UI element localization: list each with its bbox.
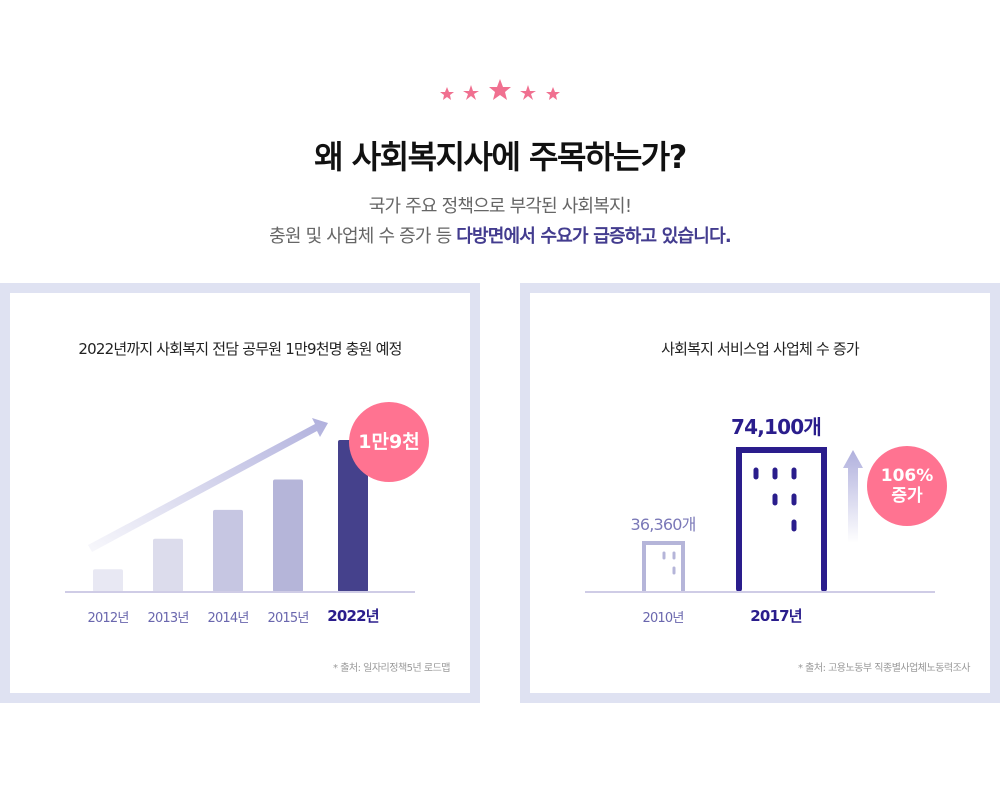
year-label: 2022년 bbox=[327, 607, 379, 625]
large-building-icon bbox=[736, 447, 827, 592]
bar-2 bbox=[213, 509, 243, 592]
year-label: 2015년 bbox=[267, 611, 309, 626]
source-note: * 출처: 고용노동부 직종별사업체노동력조사 bbox=[797, 663, 971, 674]
star-icon bbox=[440, 87, 454, 100]
value-2017: 74,100개 bbox=[731, 415, 822, 439]
page-title: 왜 사회복지사에 주목하는가? bbox=[314, 138, 687, 176]
year-label: 2010년 bbox=[642, 611, 684, 626]
year-label-highlight: 2017년 bbox=[750, 607, 802, 625]
buildings-graphic bbox=[585, 447, 935, 593]
bar-4 bbox=[338, 440, 368, 592]
star-icon bbox=[463, 85, 479, 100]
bar-3 bbox=[273, 479, 303, 592]
growth-arrow-icon bbox=[88, 418, 328, 552]
subtitle-line2: 충원 및 사업체 수 증가 등 다방면에서 수요가 급증하고 있습니다. bbox=[0, 222, 1000, 248]
year-label: 2014년 bbox=[207, 611, 249, 626]
bar-1 bbox=[153, 538, 183, 592]
stars-decoration bbox=[440, 79, 560, 100]
year-label: 2012년 bbox=[87, 611, 129, 626]
subtitle-highlight: 다방면에서 수요가 급증하고 있습니다. bbox=[456, 226, 731, 247]
officials-bar-graphic bbox=[65, 418, 415, 593]
value-2010: 36,360개 bbox=[630, 515, 696, 534]
bar-0 bbox=[93, 569, 123, 592]
source-note: * 출처: 일자리정책5년 로드맵 bbox=[333, 663, 450, 674]
year-label: 2013년 bbox=[147, 611, 189, 626]
up-arrow-icon bbox=[843, 450, 863, 543]
small-building-icon bbox=[642, 541, 685, 592]
badge-106-percent: 106% 증가 bbox=[867, 446, 947, 526]
star-icon bbox=[546, 87, 560, 100]
subtitle-line1: 국가 주요 정책으로 부각된 사회복지! bbox=[368, 196, 632, 217]
badge-19k: 1만9천 bbox=[349, 402, 429, 482]
officials-panel: 2022년까지 사회복지 전담 공무원 1만9천명 충원 예정 2012년 201… bbox=[0, 283, 480, 703]
panel-title: 2022년까지 사회복지 전담 공무원 1만9천명 충원 예정 bbox=[78, 340, 402, 358]
subtitle-plain: 충원 및 사업체 수 증가 등 bbox=[269, 226, 457, 247]
badge-label: 증가 bbox=[891, 486, 923, 506]
panel-title: 사회복지 서비스업 사업체 수 증가 bbox=[661, 340, 860, 358]
star-icon bbox=[489, 79, 511, 100]
businesses-panel: 사회복지 서비스업 사업체 수 증가 36,360개 74,100개 2010년… bbox=[520, 283, 1000, 703]
star-icon bbox=[520, 85, 536, 100]
badge-percent: 106% bbox=[880, 465, 934, 486]
